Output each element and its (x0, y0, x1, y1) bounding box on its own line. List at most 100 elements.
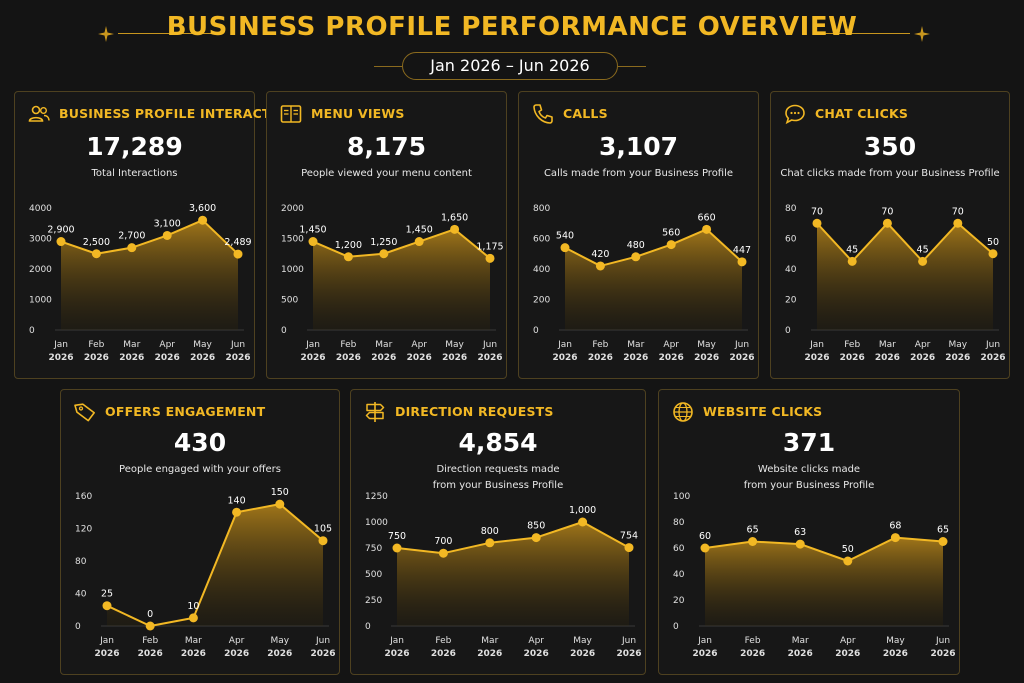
area-fill (397, 522, 629, 626)
card-subtitle: Chat clicks made from your Business Prof… (780, 168, 1000, 179)
y-tick-label: 100 (673, 492, 690, 502)
globe-icon (673, 402, 693, 422)
data-label: 700 (434, 536, 452, 547)
card-title: DIRECTION REQUESTS (395, 404, 554, 419)
y-tick-label: 400 (533, 265, 550, 275)
y-tick-label: 3000 (29, 235, 52, 245)
data-label: 1,650 (441, 212, 468, 223)
card-subtitle-line2: from your Business Profile (743, 480, 875, 491)
data-label: 850 (527, 521, 545, 532)
y-tick-label: 1500 (281, 235, 304, 245)
y-tick-label: 2000 (29, 265, 52, 275)
area-fill (565, 229, 742, 330)
x-tick-label: Jan 2026 (300, 340, 325, 363)
x-tick-label: Mar 2026 (371, 340, 396, 363)
data-point (188, 613, 198, 623)
data-label: 1,200 (335, 240, 362, 251)
data-label: 2,900 (47, 225, 74, 236)
x-tick-label: Jan 2026 (48, 340, 73, 363)
y-tick-label: 250 (365, 596, 382, 606)
card-value: 8,175 (346, 132, 427, 161)
data-label: 70 (881, 206, 893, 217)
x-tick-label: Jan 2026 (692, 636, 717, 659)
x-tick-label: May 2026 (694, 340, 719, 363)
card-value: 371 (782, 428, 836, 457)
data-label: 660 (698, 212, 716, 223)
data-point (953, 218, 963, 228)
area-chart: 0 200 400 600 800 540 420 480 560 660 447 Jan 2026 Fe… (533, 204, 755, 363)
x-tick-label: Feb 2026 (336, 340, 361, 363)
data-point (531, 533, 541, 543)
data-point (700, 543, 710, 553)
data-point (308, 237, 318, 247)
x-tick-label: May 2026 (442, 340, 467, 363)
x-tick-label: Feb 2026 (840, 340, 865, 363)
y-tick-label: 0 (785, 326, 791, 336)
data-label: 3,100 (154, 218, 181, 229)
y-tick-label: 1000 (365, 518, 388, 528)
y-tick-label: 0 (533, 326, 539, 336)
y-tick-label: 80 (785, 204, 797, 214)
x-tick-label: Apr 2026 (910, 340, 935, 363)
y-tick-label: 500 (365, 570, 382, 580)
series-line (60, 219, 239, 255)
card-direction-requests: DIRECTION REQUESTS 4,854 Direction reque… (350, 389, 646, 675)
x-tick-label: Jun 2026 (930, 636, 955, 659)
data-point (988, 249, 998, 259)
data-label: 50 (842, 544, 854, 555)
data-label: 750 (388, 531, 406, 542)
data-label: 65 (937, 525, 949, 536)
series-line (704, 536, 944, 562)
y-tick-label: 160 (75, 492, 92, 502)
x-tick-label: May 2026 (945, 340, 970, 363)
x-tick-label: May 2026 (267, 636, 292, 659)
signpost-icon (365, 402, 385, 422)
data-point (318, 536, 328, 546)
data-point (485, 538, 495, 548)
card-subtitle-line2: from your Business Profile (432, 480, 564, 491)
series-line (396, 521, 630, 555)
card-title: BUSINESS PROFILE INTERACTIONS (59, 106, 307, 121)
x-tick-label: Feb 2026 (138, 636, 163, 659)
data-label: 2,700 (118, 231, 145, 242)
y-tick-label: 40 (673, 570, 685, 580)
data-point (198, 215, 208, 225)
card-value: 3,107 (598, 132, 679, 161)
y-tick-label: 0 (75, 622, 81, 632)
data-label: 50 (987, 237, 999, 248)
users-icon (28, 105, 50, 122)
data-label: 3,600 (189, 203, 216, 214)
area-fill (61, 220, 238, 330)
header: BUSINESS PROFILE PERFORMANCE OVERVIEW Ja… (0, 0, 1024, 90)
data-label: 480 (627, 240, 645, 251)
y-tick-label: 750 (365, 544, 382, 554)
card-value: 17,289 (86, 132, 183, 161)
data-point (162, 230, 172, 240)
x-tick-label: Mar 2026 (788, 636, 813, 659)
x-tick-label: May 2026 (190, 340, 215, 363)
card-website-clicks: WEBSITE CLICKS 371 Website clicks made f… (658, 389, 960, 675)
y-tick-label: 2000 (281, 204, 304, 214)
card-calls: CALLS 3,107 Calls made from your Busines… (518, 91, 759, 379)
x-tick-label: Jun 2026 (616, 636, 641, 659)
data-point (560, 243, 570, 253)
data-label: 60 (699, 531, 711, 542)
y-tick-label: 200 (533, 296, 550, 306)
menu-book-icon (280, 105, 302, 123)
y-tick-label: 0 (365, 622, 371, 632)
y-tick-label: 20 (785, 296, 797, 306)
x-tick-label: Apr 2026 (155, 340, 180, 363)
y-tick-label: 600 (533, 235, 550, 245)
data-point (438, 548, 448, 558)
card-value: 4,854 (458, 428, 538, 457)
data-label: 25 (101, 589, 113, 600)
card-subtitle: People viewed your menu content (301, 168, 472, 179)
data-label: 140 (228, 495, 246, 506)
data-point (847, 256, 857, 266)
x-tick-label: Feb 2026 (588, 340, 613, 363)
series-line (564, 228, 743, 267)
data-point (91, 249, 101, 259)
area-chart: 0 20 40 60 80 100 60 65 63 50 68 65 Jan 2026 Feb 2026 Ma… (673, 492, 956, 659)
x-tick-label: Jun 2026 (225, 340, 250, 363)
